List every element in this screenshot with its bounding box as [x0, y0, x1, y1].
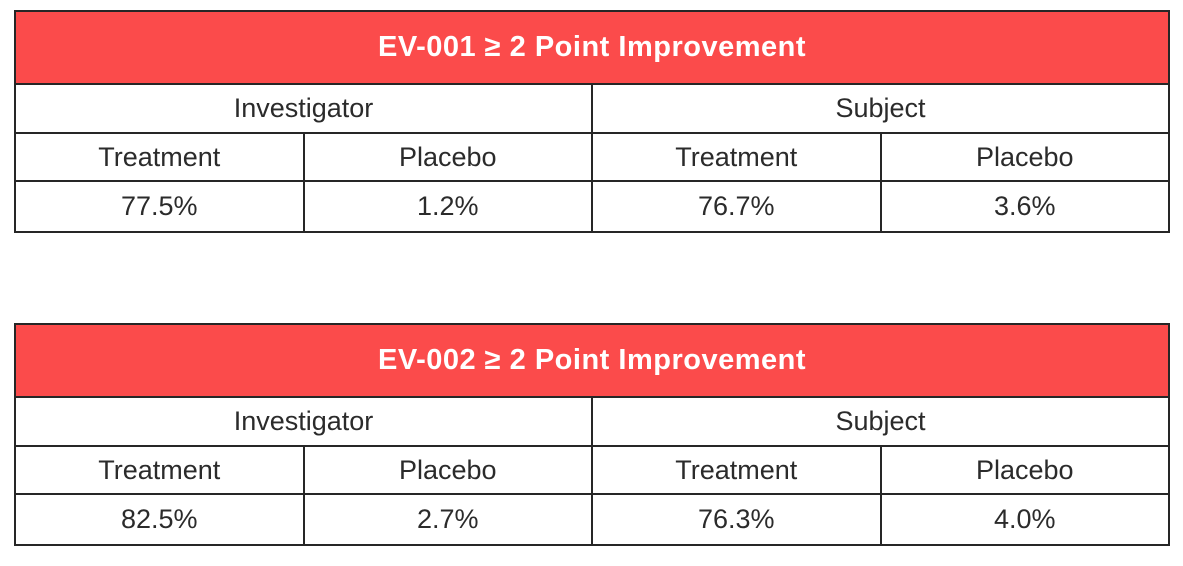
- value-investigator-placebo: 1.2%: [302, 180, 593, 233]
- column-header-row: Treatment Placebo Treatment Placebo: [14, 132, 1170, 182]
- column-header-subject-placebo: Placebo: [879, 132, 1170, 182]
- value-row: 77.5% 1.2% 76.7% 3.6%: [14, 180, 1170, 233]
- value-subject-treatment: 76.7%: [591, 180, 882, 233]
- value-row: 82.5% 2.7% 76.3% 4.0%: [14, 493, 1170, 546]
- ev-001-results-table: EV-001 ≥ 2 Point Improvement Investigato…: [14, 10, 1170, 233]
- column-header-subject-treatment: Treatment: [591, 445, 882, 495]
- table-title-ev-001: EV-001 ≥ 2 Point Improvement: [14, 10, 1170, 85]
- value-subject-placebo: 3.6%: [879, 180, 1170, 233]
- column-header-subject-treatment: Treatment: [591, 132, 882, 182]
- value-subject-placebo: 4.0%: [879, 493, 1170, 546]
- value-investigator-placebo: 2.7%: [302, 493, 593, 546]
- column-header-subject-placebo: Placebo: [879, 445, 1170, 495]
- value-subject-treatment: 76.3%: [591, 493, 882, 546]
- group-header-subject: Subject: [591, 83, 1170, 134]
- table-title-row: EV-002 ≥ 2 Point Improvement: [14, 323, 1170, 398]
- group-header-subject: Subject: [591, 396, 1170, 447]
- table-title-row: EV-001 ≥ 2 Point Improvement: [14, 10, 1170, 85]
- group-header-investigator: Investigator: [14, 83, 593, 134]
- column-header-row: Treatment Placebo Treatment Placebo: [14, 445, 1170, 495]
- table-title-ev-002: EV-002 ≥ 2 Point Improvement: [14, 323, 1170, 398]
- group-header-row: Investigator Subject: [14, 83, 1170, 134]
- group-header-investigator: Investigator: [14, 396, 593, 447]
- column-header-investigator-treatment: Treatment: [14, 132, 305, 182]
- column-header-investigator-placebo: Placebo: [302, 132, 593, 182]
- column-header-investigator-treatment: Treatment: [14, 445, 305, 495]
- ev-002-results-table: EV-002 ≥ 2 Point Improvement Investigato…: [14, 323, 1170, 546]
- group-header-row: Investigator Subject: [14, 396, 1170, 447]
- column-header-investigator-placebo: Placebo: [302, 445, 593, 495]
- value-investigator-treatment: 82.5%: [14, 493, 305, 546]
- value-investigator-treatment: 77.5%: [14, 180, 305, 233]
